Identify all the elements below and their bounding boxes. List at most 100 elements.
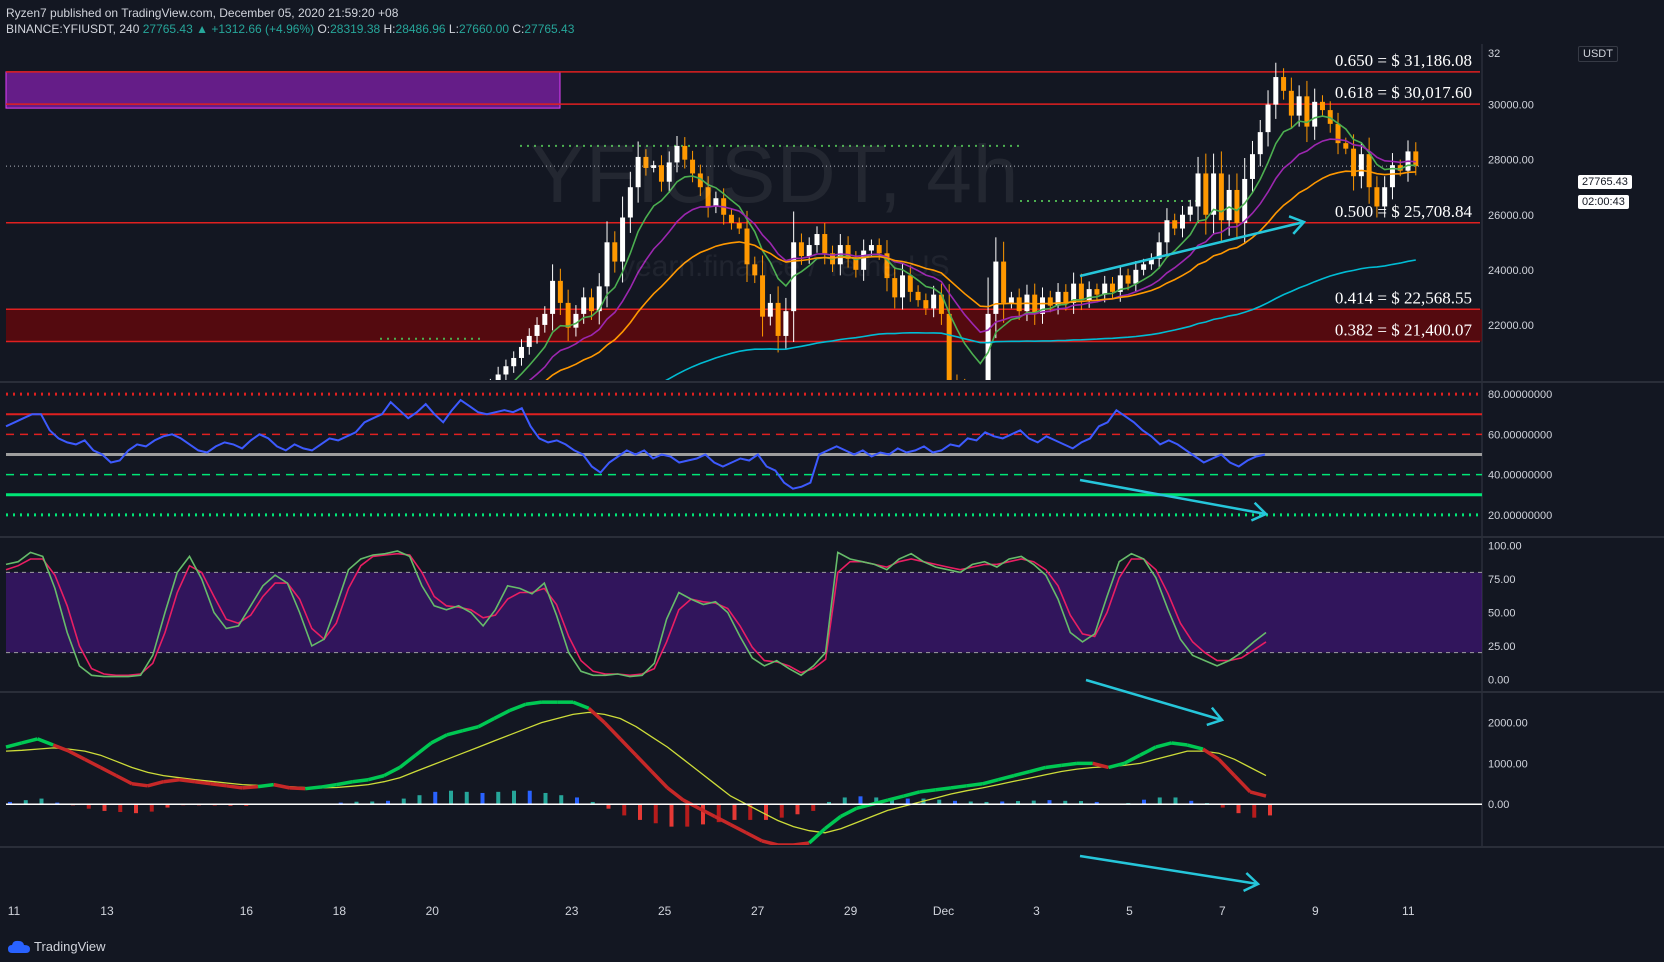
- candle-body: [1102, 283, 1108, 295]
- macd-hist-bar: [748, 804, 753, 820]
- macd-hist-bar: [653, 804, 658, 824]
- candle-body: [239, 399, 244, 402]
- candle-body: [1008, 297, 1014, 303]
- tradingview-logo[interactable]: TradingView: [8, 939, 106, 954]
- candle-body: [511, 357, 517, 367]
- macd-line-segment: [793, 841, 810, 845]
- candle-body: [325, 410, 330, 413]
- candle-body: [674, 145, 680, 163]
- macd-line-segment: [919, 788, 936, 794]
- fib-label: 0.500 = $ 25,708.84: [1335, 202, 1473, 221]
- macd-line-segment: [509, 702, 527, 712]
- price-change: ▲ +1312.66 (+4.96%): [196, 22, 315, 36]
- macd-line-segment: [808, 827, 827, 845]
- macd-hist-bar: [732, 804, 737, 820]
- candle-body: [278, 410, 283, 413]
- candle-body: [286, 408, 291, 411]
- candle-body: [1141, 264, 1147, 270]
- macd-hist-bar: [905, 798, 910, 805]
- candle-body: [775, 302, 781, 336]
- macd-line-segment: [887, 794, 905, 802]
- macd-line-segment: [336, 780, 353, 787]
- macd-line-segment: [430, 733, 448, 745]
- candle-body: [1086, 289, 1092, 301]
- last-price-tag: 27765.43: [1578, 175, 1632, 189]
- candle-body: [262, 408, 267, 411]
- candle-body: [1374, 187, 1380, 207]
- rsi-tick-label: 20.00000000: [1488, 510, 1552, 522]
- candle-body: [697, 173, 703, 188]
- candle-body: [1265, 104, 1271, 133]
- candle-body: [1319, 101, 1325, 111]
- fib-label: 0.618 = $ 30,017.60: [1335, 83, 1472, 102]
- macd-line-segment: [935, 786, 952, 792]
- candle-body: [1001, 261, 1007, 303]
- macd-line-segment: [305, 785, 322, 791]
- candle-body: [518, 346, 524, 358]
- candle-body: [363, 405, 368, 408]
- candle-body: [814, 234, 820, 246]
- candle-body: [752, 264, 758, 276]
- candle-body: [1327, 110, 1333, 124]
- macd-hist-bar: [984, 801, 989, 805]
- ma-cyan-line: [665, 259, 1416, 380]
- candle-body: [1358, 154, 1364, 177]
- macd-hist-bar: [8, 801, 12, 805]
- macd-line-segment: [210, 782, 227, 788]
- candle-body: [876, 245, 882, 254]
- macd-hist-bar: [1031, 800, 1036, 805]
- price-tick-top: 32: [1488, 48, 1500, 60]
- candle-body: [488, 386, 493, 394]
- candle-body: [301, 405, 306, 408]
- macd-hist-bar: [527, 790, 532, 805]
- macd-line-segment: [603, 721, 622, 741]
- macd-line-segment: [650, 770, 669, 790]
- macd-line-segment: [729, 823, 748, 835]
- candle-body: [806, 245, 812, 257]
- candle-body: [1055, 291, 1061, 306]
- candle-body: [1312, 101, 1318, 127]
- stoch-k-line: [5, 550, 1267, 678]
- candle-body: [1335, 123, 1341, 144]
- macd-line-segment: [5, 741, 23, 749]
- macd-line-segment: [903, 790, 920, 798]
- macd-line-segment: [839, 806, 858, 818]
- macd-line-segment: [273, 782, 290, 790]
- candle-body: [1063, 291, 1069, 303]
- fib-label: 0.650 = $ 31,186.08: [1335, 51, 1472, 70]
- macd-line-segment: [21, 737, 38, 745]
- candle-body: [822, 234, 828, 254]
- currency-button[interactable]: USDT: [1578, 46, 1618, 62]
- macd-line-segment: [83, 757, 102, 770]
- symbol-label: BINANCE:YFIUSDT, 240: [6, 22, 140, 36]
- close-label: C:: [512, 22, 525, 36]
- last-price: 27765.43: [142, 22, 193, 36]
- price-tick-label: 30000.00: [1488, 100, 1534, 112]
- fib-label: 0.382 = $ 21,400.07: [1335, 320, 1473, 339]
- candle-body: [1281, 77, 1287, 91]
- trend-arrow-macd: [1079, 854, 1259, 886]
- symbol-watermark: YFIUSDT, 4h: [530, 129, 1020, 220]
- macd-hist-bar: [890, 798, 894, 805]
- macd-hist-bar: [433, 791, 438, 805]
- candle-body: [744, 228, 750, 265]
- macd-hist-bar: [937, 799, 942, 805]
- candle-body: [1179, 214, 1185, 229]
- macd-group: [5, 700, 1272, 845]
- macd-line-segment: [462, 724, 479, 733]
- macd-hist-bar: [811, 804, 816, 811]
- trend-arrow-price-head: [1288, 215, 1307, 235]
- supply-zone: [5, 71, 561, 109]
- macd-hist-bar: [512, 790, 516, 805]
- open-value: 28319.38: [330, 22, 381, 36]
- candle-body: [705, 187, 711, 207]
- trend-arrow-stoch-head: [1206, 706, 1225, 727]
- candle-body: [402, 408, 407, 411]
- macd-hist-bar: [795, 804, 800, 815]
- macd-hist-bar: [1252, 804, 1257, 818]
- price-tick-label: 22000.00: [1488, 320, 1534, 332]
- candle-body: [643, 156, 649, 168]
- macd-hist-bar: [228, 804, 233, 806]
- candle-body: [1110, 283, 1115, 292]
